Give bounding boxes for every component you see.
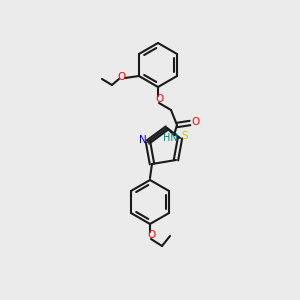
- Text: O: O: [147, 230, 155, 240]
- Text: O: O: [118, 72, 126, 82]
- Text: O: O: [155, 94, 163, 104]
- Text: S: S: [182, 131, 188, 141]
- Text: N: N: [139, 135, 147, 145]
- Text: O: O: [191, 117, 199, 127]
- Text: HN: HN: [163, 133, 177, 143]
